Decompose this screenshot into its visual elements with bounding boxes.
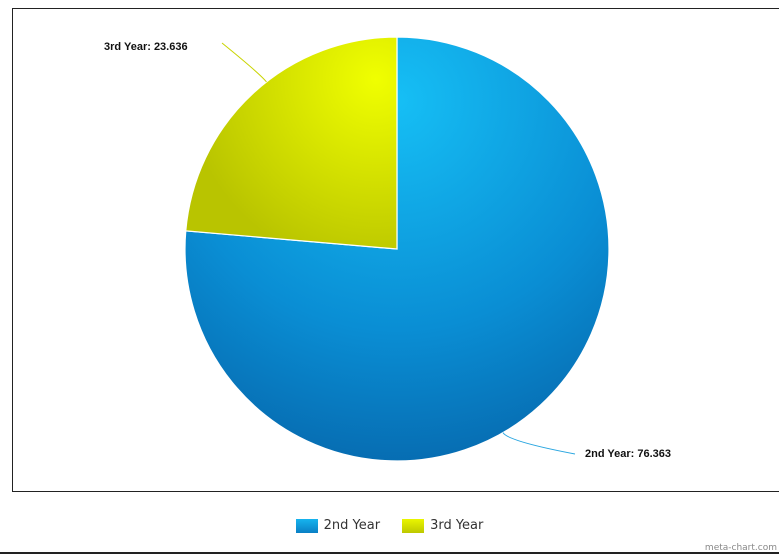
legend-item-2nd-year[interactable]: 2nd Year bbox=[296, 518, 380, 533]
bottom-rule bbox=[0, 552, 779, 554]
legend-label-2nd-year: 2nd Year bbox=[324, 518, 380, 533]
legend: 2nd Year 3rd Year bbox=[0, 518, 779, 533]
data-label-2nd-year: 2nd Year: 76.363 bbox=[585, 448, 671, 460]
legend-item-3rd-year[interactable]: 3rd Year bbox=[402, 518, 483, 533]
pie-chart: 2nd Year: 76.363 3rd Year: 23.636 bbox=[0, 0, 779, 500]
credit-text: meta-chart.com bbox=[705, 543, 777, 553]
label-connector-2nd-year bbox=[503, 433, 575, 454]
label-connector-3rd-year bbox=[222, 43, 266, 82]
legend-swatch-3rd-year bbox=[402, 519, 424, 533]
legend-swatch-2nd-year bbox=[296, 519, 318, 533]
legend-label-3rd-year: 3rd Year bbox=[430, 518, 483, 533]
data-label-3rd-year: 3rd Year: 23.636 bbox=[104, 41, 188, 53]
pie-slice-3rd-year[interactable] bbox=[186, 37, 397, 249]
